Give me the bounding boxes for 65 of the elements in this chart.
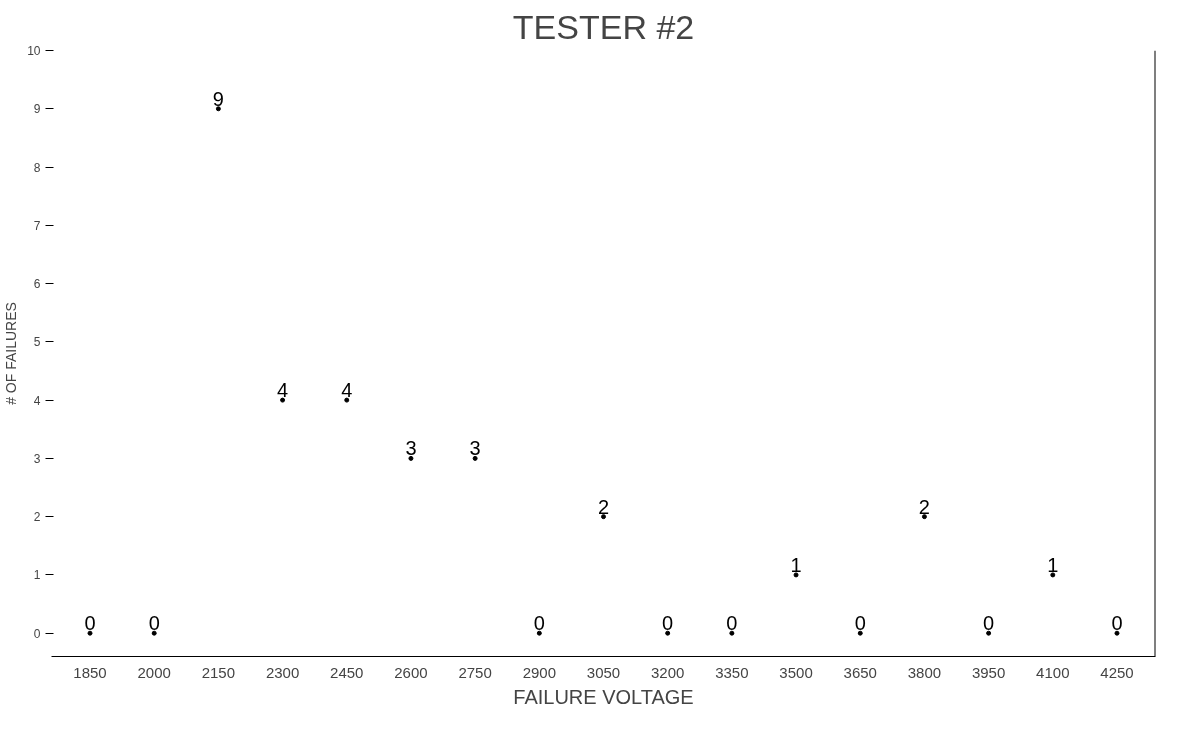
point — [665, 630, 671, 636]
x-tick-label: 2450 — [330, 663, 364, 681]
point — [215, 106, 221, 112]
y-tick-label: 9 — [33, 102, 41, 117]
data-label: 0 — [148, 612, 160, 635]
data-label: 4 — [341, 379, 353, 402]
data-label: 0 — [533, 612, 545, 635]
data-label: 1 — [1047, 553, 1059, 576]
y-tick-label: 7 — [33, 218, 41, 233]
y-axis-title: # OF FAILURES — [3, 302, 20, 405]
data-label: 3 — [405, 437, 417, 460]
y-tick-label: 1 — [33, 568, 41, 583]
data-label: 0 — [854, 612, 866, 635]
point — [536, 630, 542, 636]
point — [344, 397, 350, 403]
x-tick-label: 2600 — [394, 663, 428, 681]
x-tick-label: 2300 — [265, 663, 300, 681]
x-axis-title: FAILURE VOLTAGE — [513, 685, 694, 708]
point — [601, 514, 606, 520]
y-tick-label: 2 — [33, 510, 41, 525]
x-tick-label: 1850 — [73, 663, 107, 681]
y-tick-label: 8 — [33, 160, 41, 175]
point — [793, 572, 799, 578]
data-label: 0 — [1111, 612, 1123, 635]
data-label: 9 — [212, 87, 224, 110]
point — [472, 455, 478, 461]
y-tick-label: 3 — [33, 451, 41, 466]
data-label: 2 — [918, 495, 930, 518]
x-tick-label: 3500 — [779, 663, 813, 681]
x-tick-label: 3650 — [843, 663, 877, 681]
y-tick-label: 10 — [27, 44, 41, 58]
data-label: 0 — [983, 612, 995, 635]
data-label: 0 — [662, 612, 674, 635]
x-tick-label: 3800 — [907, 663, 942, 681]
point — [986, 630, 992, 636]
point — [857, 630, 863, 636]
x-tick-label: 4250 — [1100, 663, 1134, 681]
point — [87, 630, 93, 636]
data-label: 2 — [597, 495, 610, 518]
x-tick-label: 3950 — [971, 663, 1006, 681]
y-tick-label: 6 — [33, 277, 41, 292]
data-label: 1 — [790, 553, 802, 576]
data-label: 0 — [84, 612, 96, 635]
x-tick-label: 2150 — [201, 663, 236, 681]
x-tick-label: 3350 — [715, 663, 749, 681]
x-tick-label: 2000 — [137, 663, 171, 681]
point — [1050, 572, 1056, 578]
y-tick-label: 4 — [33, 393, 41, 408]
point — [151, 630, 157, 636]
point — [1114, 630, 1120, 636]
y-tick-label: 0 — [33, 626, 41, 641]
point — [729, 630, 735, 636]
y-tick-label: 5 — [33, 335, 41, 350]
x-tick-label: 2750 — [458, 663, 492, 681]
data-label: 4 — [277, 379, 289, 402]
point — [280, 397, 286, 403]
x-tick-label: 3050 — [586, 663, 621, 681]
data-label: 3 — [469, 437, 481, 460]
chart-title: TESTER #2 — [512, 7, 695, 46]
point — [408, 455, 414, 461]
x-tick-label: 2900 — [522, 663, 556, 681]
x-tick-label: 3200 — [651, 663, 685, 681]
point — [921, 514, 927, 520]
x-tick-label: 4100 — [1036, 663, 1070, 681]
data-label: 0 — [726, 612, 738, 635]
